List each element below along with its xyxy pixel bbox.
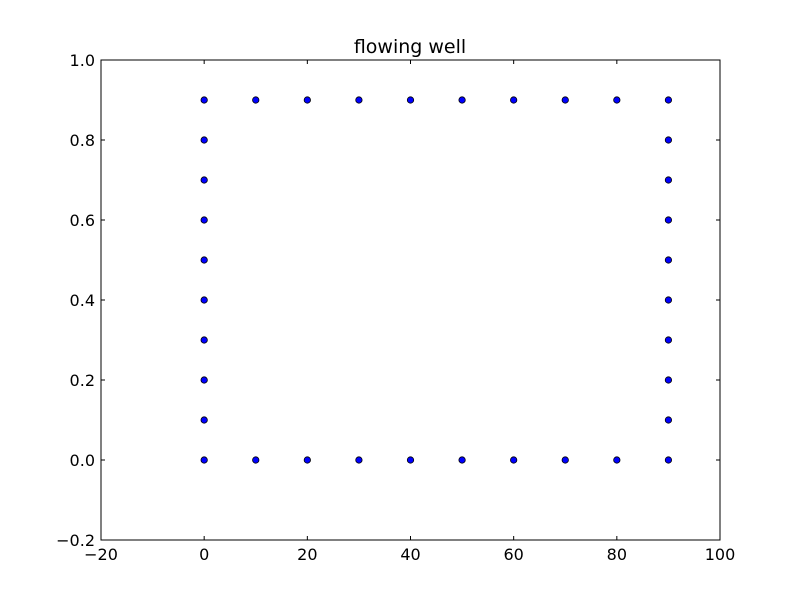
y-tick-label: 0.6 [70, 211, 95, 230]
scatter-point [664, 96, 673, 104]
scatter-point [200, 216, 208, 224]
scatter-point [664, 336, 673, 344]
x-tick-label: 80 [607, 545, 627, 564]
scatter-point [200, 136, 208, 144]
scatter-point [200, 256, 208, 264]
scatter-point [200, 336, 208, 344]
scatter-point [664, 256, 673, 264]
scatter-point [200, 456, 208, 464]
ticks-layer: −20 0 20 40 60 80 100 −0.2 0.0 0.2 0.4 0.6 0.8 1.0 [56, 51, 735, 564]
scatter-point [510, 96, 518, 104]
scatter-point [613, 456, 621, 464]
scatter-point [200, 176, 208, 184]
scatter-point [510, 456, 518, 464]
plot-frame [100, 59, 721, 541]
scatter-point [458, 96, 466, 104]
scatter-point [664, 296, 673, 304]
scatter-point [458, 456, 466, 464]
scatter-point [252, 456, 260, 464]
scatter-point [664, 456, 673, 464]
scatter-point [561, 456, 569, 464]
y-tick-label: 1.0 [70, 51, 95, 70]
scatter-point [303, 96, 311, 104]
y-tick-label: 0.2 [70, 371, 95, 390]
scatter-point [200, 96, 208, 104]
y-tick-label: 0.8 [70, 131, 95, 150]
scatter-point [664, 376, 673, 384]
scatter-point [252, 96, 260, 104]
scatter-point [200, 376, 208, 384]
scatter-point [406, 456, 415, 464]
scatter-point [200, 416, 208, 424]
scatter-point [355, 456, 363, 464]
x-tick-label: 100 [705, 545, 736, 564]
x-tick-label: 60 [503, 545, 523, 564]
scatter-point [664, 416, 673, 424]
scatter-point [613, 96, 621, 104]
scatter-point [355, 96, 363, 104]
scatter-point [303, 456, 311, 464]
x-tick-label: 20 [297, 545, 317, 564]
x-tick-label: 0 [199, 545, 209, 564]
y-tick-label: 0.4 [70, 291, 95, 310]
scatter-point [664, 136, 673, 144]
y-tick-label: 0.0 [70, 451, 95, 470]
chart-title: flowing well [354, 36, 466, 58]
scatter-point [406, 96, 415, 104]
scatter-point [200, 296, 208, 304]
x-tick-label: 40 [400, 545, 420, 564]
scatter-point [561, 96, 569, 104]
y-tick-label: −0.2 [56, 531, 95, 550]
points-layer [200, 96, 673, 464]
scatter-point [664, 216, 673, 224]
scatter-point [664, 176, 673, 184]
x-tick-label: −20 [84, 545, 118, 564]
